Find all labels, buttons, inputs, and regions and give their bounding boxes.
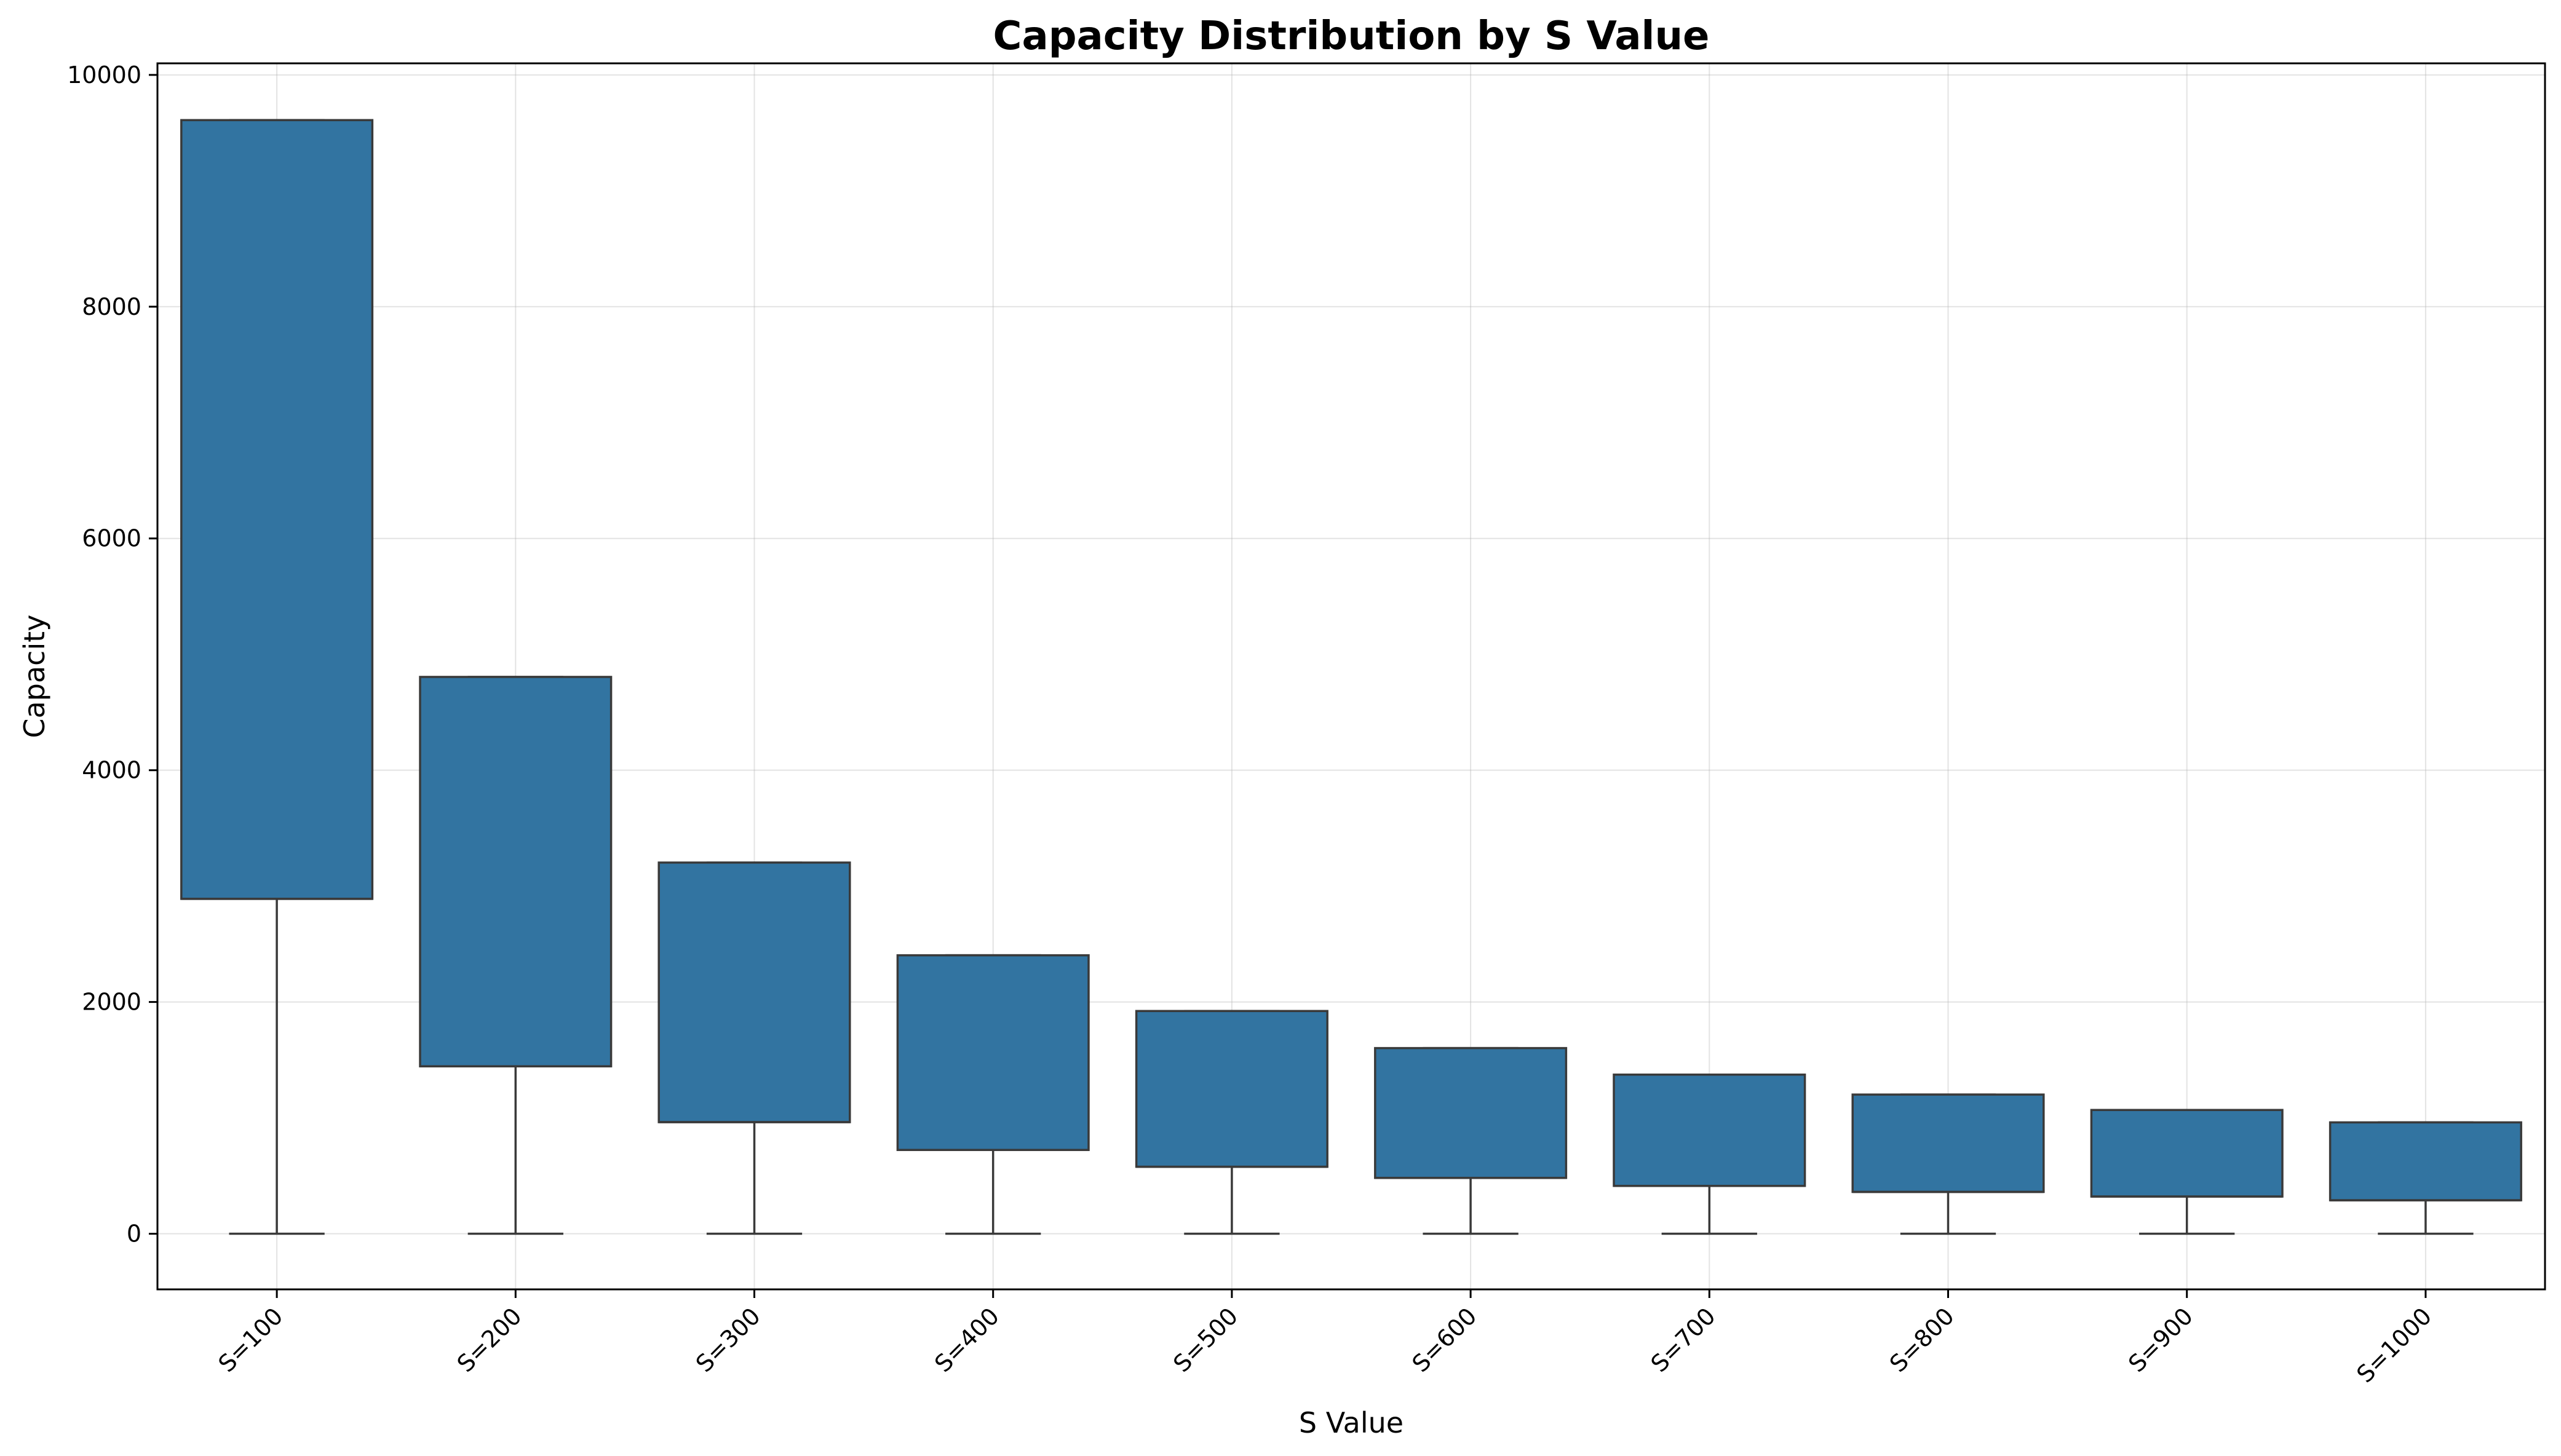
box-iqr (657, 861, 851, 1123)
y-tick-label: 6000 (82, 525, 141, 552)
y-tick-label: 8000 (82, 293, 141, 320)
x-tick-label: S=100 (213, 1302, 288, 1377)
y-tick-label: 0 (127, 1221, 141, 1248)
box-iqr (419, 676, 613, 1067)
box-group (180, 119, 374, 1235)
x-tick-label: S=700 (1646, 1302, 1721, 1377)
box-group (1135, 1010, 1328, 1235)
box-group (1374, 1046, 1568, 1235)
y-tick-label: 2000 (82, 989, 141, 1016)
box-iqr (1374, 1046, 1568, 1179)
x-tick-label: S=300 (691, 1302, 766, 1377)
x-tick-label: S=1000 (2351, 1302, 2437, 1388)
box-group (1613, 1074, 1806, 1235)
box-iqr (896, 954, 1090, 1152)
x-tick-label: S=800 (1884, 1302, 1959, 1377)
y-tick-label: 4000 (82, 757, 141, 784)
box-iqr (180, 119, 374, 900)
box-group (896, 954, 1090, 1235)
plot-frame (156, 62, 2546, 1291)
x-tick-label: S=400 (929, 1302, 1004, 1377)
box-iqr (1613, 1074, 1806, 1187)
x-tick-label: S=600 (1407, 1302, 1482, 1377)
box-iqr (1851, 1093, 2045, 1193)
y-tick-label: 10000 (67, 61, 141, 89)
box-group (1851, 1093, 2045, 1235)
x-axis-label: S Value (1299, 1406, 1404, 1439)
box-group (657, 861, 851, 1235)
x-tick-label: S=900 (2123, 1302, 2198, 1377)
chart-title: Capacity Distribution by S Value (993, 14, 1710, 59)
box-iqr (2090, 1109, 2284, 1198)
x-tick-label: S=200 (452, 1302, 527, 1377)
x-tick-label: S=500 (1168, 1302, 1243, 1377)
boxes (180, 119, 2522, 1235)
box-group (2090, 1109, 2284, 1235)
box-iqr (2329, 1121, 2522, 1201)
box-group (2329, 1121, 2522, 1235)
box-iqr (1135, 1010, 1328, 1168)
y-axis-label: Capacity (18, 614, 51, 738)
box-group (419, 676, 613, 1235)
